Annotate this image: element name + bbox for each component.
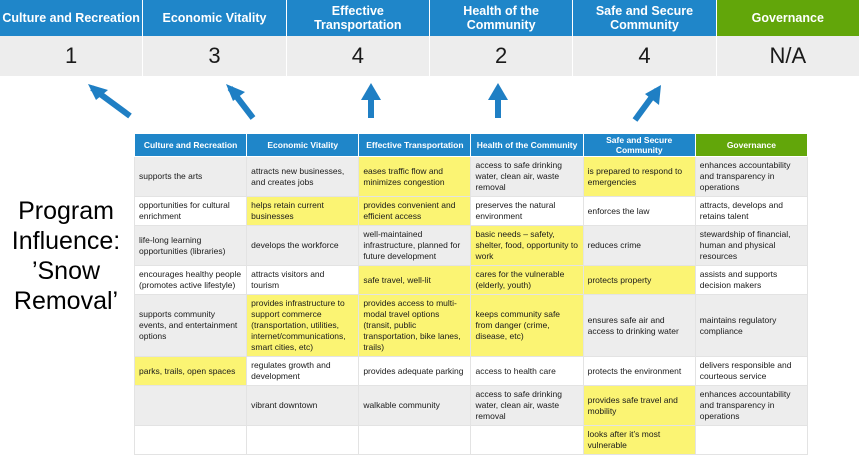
- matrix-header-cell-5: Governance: [694, 133, 809, 157]
- arrow-head-icon: [361, 83, 381, 100]
- scorecard-value-cell-3: 2: [429, 36, 574, 76]
- influence-matrix-table: Culture and Recreation Economic Vitality E…: [133, 133, 809, 455]
- matrix-cell: provides access to multi-modal travel op…: [358, 294, 472, 357]
- matrix-cell: [246, 425, 360, 455]
- arrow-up-right-icon: [632, 88, 660, 122]
- matrix-header-row: Culture and Recreation Economic Vitality E…: [133, 133, 809, 157]
- matrix-cell: access to health care: [470, 356, 584, 386]
- matrix-cell: provides convenient and efficient access: [358, 196, 472, 226]
- matrix-row: looks after it’s most vulnerable: [133, 425, 809, 455]
- matrix-header: Culture and Recreation Economic Vitality E…: [133, 133, 809, 157]
- matrix-cell: keeps community safe from danger (crime,…: [470, 294, 584, 357]
- matrix-row: vibrant downtown walkable community access…: [133, 385, 809, 426]
- matrix-cell: enhances accountability and transparency…: [694, 385, 809, 426]
- matrix-cell: vibrant downtown: [246, 385, 360, 426]
- matrix-cell: parks, trails, open spaces: [133, 356, 248, 386]
- matrix-cell: life-long learning opportunities (librar…: [133, 225, 248, 266]
- matrix-header-cell-4: Safe and Secure Community: [582, 133, 696, 157]
- scorecard-header-cell-1: Economic Vitality: [143, 0, 287, 36]
- arrow-head-icon: [88, 84, 108, 100]
- matrix-cell: looks after it’s most vulnerable: [582, 425, 696, 455]
- matrix-cell: maintains regulatory compliance: [694, 294, 809, 357]
- matrix-cell: [694, 425, 809, 455]
- matrix-cell: helps retain current businesses: [246, 196, 360, 226]
- arrow-head-icon: [645, 85, 661, 105]
- matrix-cell: [358, 425, 472, 455]
- matrix-cell: enforces the law: [582, 196, 696, 226]
- scorecard-header-cell-3: Health of the Community: [429, 0, 574, 36]
- scorecard-header-cell-4: Safe and Secure Community: [573, 0, 717, 36]
- matrix-cell: walkable community: [358, 385, 472, 426]
- arrow-head-icon: [488, 83, 508, 100]
- matrix-header-cell-2: Effective Transportation: [358, 133, 472, 157]
- matrix-row: parks, trails, open spaces regulates grow…: [133, 356, 809, 386]
- matrix-cell: reduces crime: [582, 225, 696, 266]
- matrix-cell: is prepared to respond to emergencies: [582, 156, 696, 197]
- matrix-row: encourages healthy people (promotes acti…: [133, 265, 809, 295]
- caption-line-4: Removal’: [13, 287, 119, 315]
- matrix-cell: attracts, develops and retains talent: [694, 196, 809, 226]
- scorecard-header-cell-0: Culture and Recreation: [0, 0, 144, 36]
- caption-line-1: Program: [18, 197, 114, 225]
- matrix-cell: protects property: [582, 265, 696, 295]
- scorecard-header-cell-2: Effective Transportation: [286, 0, 430, 36]
- matrix-cell: develops the workforce: [246, 225, 360, 266]
- arrow-up-left-icon: [227, 86, 256, 120]
- matrix-cell: supports community events, and entertain…: [133, 294, 248, 357]
- matrix-cell: provides safe travel and mobility: [582, 385, 696, 426]
- matrix-cell: safe travel, well-lit: [358, 265, 472, 295]
- matrix-cell: provides infrastructure to support comme…: [246, 294, 360, 357]
- scorecard-value-row: 1 3 4 2 4 N/A: [0, 36, 859, 76]
- matrix-row: life-long learning opportunities (librar…: [133, 225, 809, 266]
- matrix-header-cell-3: Health of the Community: [470, 133, 584, 157]
- matrix-cell: encourages healthy people (promotes acti…: [133, 265, 248, 295]
- program-influence-caption: Program Influence: ’Snow Removal’: [0, 196, 132, 316]
- matrix-cell: eases traffic flow and minimizes congest…: [358, 156, 472, 197]
- matrix-cell: attracts new businesses, and creates job…: [246, 156, 360, 197]
- matrix-cell: access to safe drinking water, clean air…: [470, 385, 584, 426]
- arrows-svg: [88, 83, 661, 122]
- matrix-body: supports the arts attracts new businesses…: [133, 156, 809, 455]
- matrix-header-cell-0: Culture and Recreation: [133, 133, 248, 157]
- matrix-row: opportunities for cultural enrichment hel…: [133, 196, 809, 226]
- matrix-cell: access to safe drinking water, clean air…: [470, 156, 584, 197]
- scorecard-value-cell-2: 4: [286, 36, 430, 76]
- matrix-cell: enhances accountability and transparency…: [694, 156, 809, 197]
- caption-line-3: ’Snow: [31, 257, 101, 285]
- scorecard-value-cell-4: 4: [573, 36, 717, 76]
- matrix-cell: cares for the vulnerable (elderly, youth…: [470, 265, 584, 295]
- matrix-cell: delivers responsible and courteous servi…: [694, 356, 809, 386]
- matrix-cell: [133, 425, 248, 455]
- caption-line-2: Influence:: [11, 227, 121, 255]
- matrix-cell: well-maintained infrastructure, planned …: [358, 225, 472, 266]
- arrow-head-icon: [226, 84, 245, 101]
- matrix-cell: [470, 425, 584, 455]
- matrix-cell: regulates growth and development: [246, 356, 360, 386]
- matrix-cell: supports the arts: [133, 156, 248, 197]
- matrix-cell: attracts visitors and tourism: [246, 265, 360, 295]
- matrix-row: supports community events, and entertain…: [133, 294, 809, 357]
- matrix-cell: stewardship of financial, human and phys…: [694, 225, 809, 266]
- scorecard-value-cell-0: 1: [0, 36, 144, 76]
- scorecard-bar: Culture and Recreation Economic Vitality E…: [0, 0, 859, 76]
- matrix-cell: provides adequate parking: [358, 356, 472, 386]
- matrix-row: supports the arts attracts new businesses…: [133, 156, 809, 197]
- matrix-header-cell-1: Economic Vitality: [246, 133, 360, 157]
- scorecard-value-cell-5: N/A: [716, 36, 859, 76]
- matrix-cell: opportunities for cultural enrichment: [133, 196, 248, 226]
- arrow-layer: [0, 76, 859, 136]
- scorecard-value-cell-1: 3: [143, 36, 287, 76]
- matrix-cell: preserves the natural environment: [470, 196, 584, 226]
- arrow-up-left-icon: [90, 85, 132, 119]
- matrix-cell: basic needs – safety, shelter, food, opp…: [470, 225, 584, 266]
- scorecard-header-row: Culture and Recreation Economic Vitality E…: [0, 0, 859, 36]
- scorecard-header-cell-5: Governance: [716, 0, 859, 36]
- matrix-cell: [133, 385, 248, 426]
- matrix-cell: ensures safe air and access to drinking …: [582, 294, 696, 357]
- matrix-cell: protects the environment: [582, 356, 696, 386]
- matrix-cell: assists and supports decision makers: [694, 265, 809, 295]
